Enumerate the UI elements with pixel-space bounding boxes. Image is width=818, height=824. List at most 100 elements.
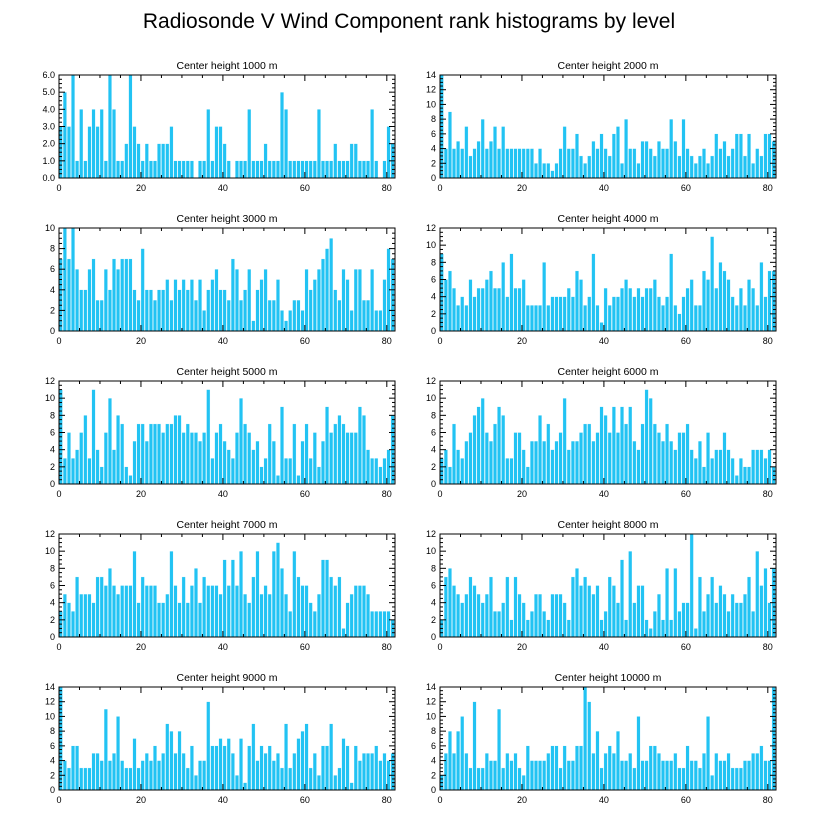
histogram-bar xyxy=(652,611,657,638)
y-tick-label: 0 xyxy=(50,785,55,795)
histogram-bar xyxy=(222,559,227,638)
histogram-bar xyxy=(464,440,469,485)
histogram-bar xyxy=(148,423,153,485)
histogram-bar xyxy=(636,716,641,791)
histogram-bar xyxy=(677,313,682,332)
histogram-bar xyxy=(329,432,334,485)
histogram-bar xyxy=(529,760,534,791)
histogram-bar xyxy=(751,449,756,485)
histogram-bar xyxy=(75,449,80,485)
histogram-bar xyxy=(534,305,538,332)
histogram-bar xyxy=(521,148,526,179)
histogram-bar xyxy=(640,296,645,332)
x-tick-label: 80 xyxy=(763,336,773,346)
y-tick-label: 0 xyxy=(50,326,55,336)
histogram-bar xyxy=(505,296,510,332)
histogram-bar xyxy=(472,415,477,485)
y-tick-label: 10 xyxy=(45,711,55,721)
histogram-bar xyxy=(108,74,112,179)
histogram-bar xyxy=(669,619,674,638)
histogram-bar xyxy=(173,279,178,332)
histogram-bar xyxy=(321,745,325,791)
x-tick-label: 60 xyxy=(300,489,310,499)
histogram-bar xyxy=(140,160,145,179)
histogram-bar xyxy=(206,289,211,332)
histogram-bar xyxy=(296,299,301,332)
histogram-bar xyxy=(296,576,301,638)
histogram-bar xyxy=(689,533,694,638)
histogram-bar xyxy=(329,576,334,638)
histogram-bar xyxy=(616,296,620,332)
histogram-bar xyxy=(697,767,702,791)
y-tick-label: 8 xyxy=(50,410,55,420)
histogram-bar xyxy=(210,279,215,332)
histogram-bar xyxy=(472,701,477,791)
histogram-bar xyxy=(357,760,362,791)
histogram-bar xyxy=(189,745,194,791)
histogram-bar xyxy=(280,92,284,179)
histogram-bar xyxy=(95,449,100,485)
histogram-bar xyxy=(575,568,579,638)
histogram-bar xyxy=(632,296,637,332)
histogram-bar xyxy=(120,423,125,485)
histogram-bar xyxy=(722,760,727,791)
histogram-bar xyxy=(468,155,473,179)
histogram-bar xyxy=(144,289,149,332)
histogram-bar xyxy=(366,753,370,791)
x-tick-label: 20 xyxy=(517,642,527,652)
x-tick-label: 80 xyxy=(382,795,392,805)
histogram-bar xyxy=(161,143,166,179)
histogram-bar xyxy=(517,593,522,638)
histogram-bar xyxy=(222,440,227,485)
histogram-bar xyxy=(136,767,141,791)
histogram-bar xyxy=(546,163,551,179)
histogram-bar xyxy=(562,745,567,791)
histogram-bar xyxy=(370,109,375,179)
histogram-bar xyxy=(738,287,743,332)
histogram-bar xyxy=(235,775,239,791)
histogram-bar xyxy=(341,423,346,485)
histogram-bar xyxy=(542,262,547,332)
histogram-bar xyxy=(267,423,272,485)
histogram-bar xyxy=(284,723,289,791)
histogram-bar xyxy=(329,238,334,332)
histogram-bar xyxy=(194,568,198,638)
histogram-bar xyxy=(288,310,293,332)
histogram-bar xyxy=(476,593,481,638)
histogram-bar xyxy=(120,258,125,332)
histogram-bar xyxy=(362,299,366,332)
histogram-bar xyxy=(730,296,735,332)
histogram-bar xyxy=(284,320,289,332)
histogram-bar xyxy=(226,449,231,485)
histogram-bar xyxy=(108,398,112,485)
histogram-bar xyxy=(267,745,272,791)
histogram-bar xyxy=(513,148,518,179)
histogram-bar xyxy=(525,466,530,485)
histogram-bar xyxy=(116,593,121,638)
histogram-bar xyxy=(177,602,182,638)
histogram-bar xyxy=(296,475,301,485)
histogram-bar xyxy=(566,287,571,332)
y-tick-label: 1.0 xyxy=(42,156,55,166)
histogram-bar xyxy=(755,148,760,179)
y-tick-label: 4 xyxy=(50,285,55,295)
histogram-bar xyxy=(673,449,678,485)
histogram-bar xyxy=(566,148,571,179)
histogram-bar xyxy=(263,269,268,332)
histogram-bar xyxy=(116,716,121,791)
x-tick-label: 40 xyxy=(599,183,609,193)
histogram-bar xyxy=(489,576,493,638)
histogram-bar xyxy=(599,619,604,638)
histogram-bar xyxy=(652,745,657,791)
histogram-bar xyxy=(546,305,551,332)
histogram-bar xyxy=(226,160,231,179)
histogram-bar xyxy=(251,576,256,638)
histogram-bar xyxy=(140,423,145,485)
histogram-bar xyxy=(657,296,661,332)
histogram-bar xyxy=(267,593,272,638)
histogram-bar xyxy=(558,296,563,332)
panel-5: Center height 5000 m 0 20 40 60 80 0 2 4 6 8 10 12 xyxy=(45,366,396,499)
y-tick-label: 2 xyxy=(50,305,55,315)
histogram-bar xyxy=(734,305,739,332)
